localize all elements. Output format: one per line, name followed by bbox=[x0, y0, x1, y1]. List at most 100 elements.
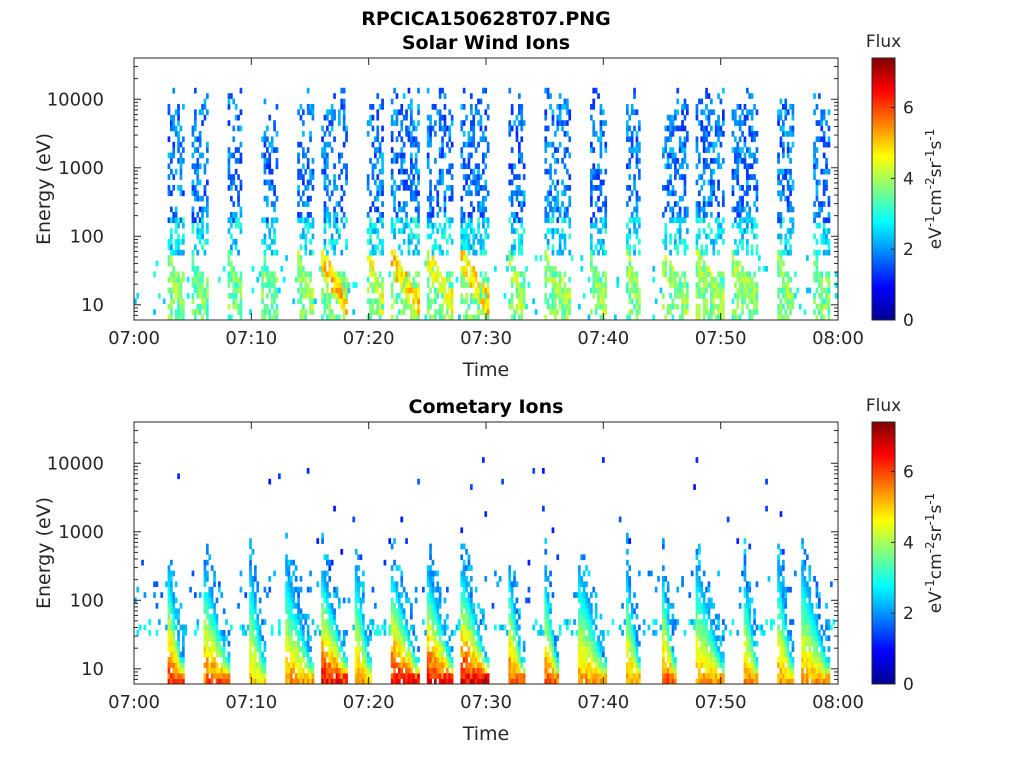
spectrogram-cell bbox=[678, 174, 682, 180]
spectrogram-cell bbox=[681, 217, 684, 224]
spectrogram-cell bbox=[734, 147, 737, 153]
spectrogram-cell bbox=[422, 619, 425, 625]
spectrogram-cell bbox=[369, 266, 372, 272]
spectrogram-cell bbox=[206, 282, 209, 288]
spectrogram-cell bbox=[333, 635, 336, 642]
spectrogram-cell bbox=[374, 147, 377, 153]
spectrogram-cell bbox=[508, 646, 512, 652]
spectrogram-cell bbox=[518, 613, 521, 620]
spectrogram-cell bbox=[203, 287, 207, 294]
spectrogram-cell bbox=[232, 136, 236, 143]
spectrogram-cell bbox=[196, 158, 200, 164]
spectrogram-cell bbox=[515, 640, 519, 647]
spectrogram-cell bbox=[518, 635, 521, 642]
spectrogram-cell bbox=[263, 314, 267, 321]
spectrogram-cell bbox=[335, 217, 339, 224]
spectrogram-cell bbox=[405, 635, 408, 642]
spectrogram-cell bbox=[227, 147, 231, 153]
spectrogram-cell bbox=[477, 303, 480, 310]
spectrogram-cell bbox=[779, 222, 783, 229]
spectrogram-cell bbox=[369, 298, 372, 305]
spectrogram-cell bbox=[515, 624, 519, 631]
spectrogram-cell bbox=[630, 309, 634, 315]
spectrogram-cell bbox=[494, 570, 497, 577]
spectrogram-cell bbox=[522, 282, 526, 288]
spectrogram-cell bbox=[549, 141, 552, 148]
spectrogram-cell bbox=[513, 651, 516, 658]
spectrogram-cell bbox=[472, 244, 476, 251]
spectrogram-cell bbox=[227, 282, 231, 288]
spectrogram-cell bbox=[467, 635, 471, 642]
spectrogram-cell bbox=[167, 640, 171, 647]
spectrogram-cell bbox=[263, 152, 267, 159]
spectrogram-cell bbox=[390, 565, 394, 571]
spectrogram-cell bbox=[434, 597, 437, 604]
spectrogram-cell bbox=[532, 624, 536, 631]
spectrogram-cell bbox=[813, 141, 816, 148]
spectrogram-cell bbox=[604, 212, 608, 218]
spectrogram-cell bbox=[520, 239, 524, 245]
spectrogram-cell bbox=[263, 158, 267, 164]
spectrogram-cell bbox=[196, 163, 200, 170]
spectrogram-cell bbox=[182, 249, 185, 256]
spectrogram-cell bbox=[292, 559, 296, 566]
spectrogram-cell bbox=[827, 314, 831, 321]
spectrogram-cell bbox=[273, 271, 276, 278]
spectrogram-cell bbox=[599, 104, 603, 110]
spectrogram-cell bbox=[702, 282, 706, 288]
spectrogram-cell bbox=[546, 212, 550, 218]
spectrogram-cell bbox=[328, 239, 332, 245]
spectrogram-cell bbox=[522, 190, 526, 197]
spectrogram-cell bbox=[482, 185, 485, 191]
spectrogram-cell bbox=[285, 603, 288, 609]
spectrogram-cell bbox=[345, 244, 348, 251]
spectrogram-cell bbox=[210, 678, 214, 685]
spectrogram-cell bbox=[218, 646, 221, 652]
spectrogram-cell bbox=[213, 635, 216, 642]
spectrogram-cell bbox=[470, 314, 473, 321]
spectrogram-cell bbox=[330, 673, 334, 679]
spectrogram-cell bbox=[395, 619, 399, 625]
spectrogram-cell bbox=[400, 646, 404, 652]
spectrogram-cell bbox=[594, 131, 598, 137]
spectrogram-cell bbox=[599, 131, 603, 137]
spectrogram-cell bbox=[342, 222, 346, 229]
spectrogram-cell bbox=[210, 657, 214, 663]
spectrogram-cell bbox=[702, 228, 706, 234]
spectrogram-cell bbox=[678, 147, 682, 153]
spectrogram-cell bbox=[786, 152, 790, 159]
spectrogram-cell bbox=[676, 293, 680, 299]
spectrogram-cell bbox=[170, 168, 173, 175]
spectrogram-cell bbox=[705, 244, 708, 251]
spectrogram-cell bbox=[664, 185, 668, 191]
spectrogram-cell bbox=[352, 516, 356, 523]
spectrogram-cell bbox=[369, 255, 372, 261]
spectrogram-cell bbox=[395, 581, 399, 588]
spectrogram-cell bbox=[755, 147, 759, 153]
spectrogram-cell bbox=[254, 624, 257, 631]
spectrogram-cell bbox=[206, 147, 209, 153]
spectrogram-cell bbox=[678, 233, 682, 240]
spectrogram-cell bbox=[513, 309, 516, 315]
spectrogram-cell bbox=[671, 147, 675, 153]
spectrogram-cell bbox=[285, 255, 288, 261]
spectrogram-cell bbox=[390, 131, 394, 137]
spectrogram-cell bbox=[616, 276, 620, 283]
spectrogram-cell bbox=[196, 266, 200, 272]
spectrogram-cell bbox=[674, 109, 677, 116]
spectrogram-cell bbox=[544, 212, 548, 218]
spectrogram-cell bbox=[378, 104, 382, 110]
spectrogram-cell bbox=[719, 271, 723, 278]
spectrogram-cell bbox=[182, 309, 185, 315]
spectrogram-cell bbox=[213, 581, 216, 588]
spectrogram-cell bbox=[443, 640, 447, 647]
spectrogram-cell bbox=[474, 287, 478, 294]
spectrogram-cell bbox=[467, 603, 471, 609]
spectrogram-cell bbox=[698, 206, 701, 213]
spectrogram-cell bbox=[482, 244, 485, 251]
spectrogram-cell bbox=[491, 603, 495, 609]
spectrogram-cell bbox=[707, 309, 711, 315]
spectrogram-cell bbox=[731, 131, 735, 137]
spectrogram-cell bbox=[426, 266, 430, 272]
spectrogram-cell bbox=[467, 303, 471, 310]
